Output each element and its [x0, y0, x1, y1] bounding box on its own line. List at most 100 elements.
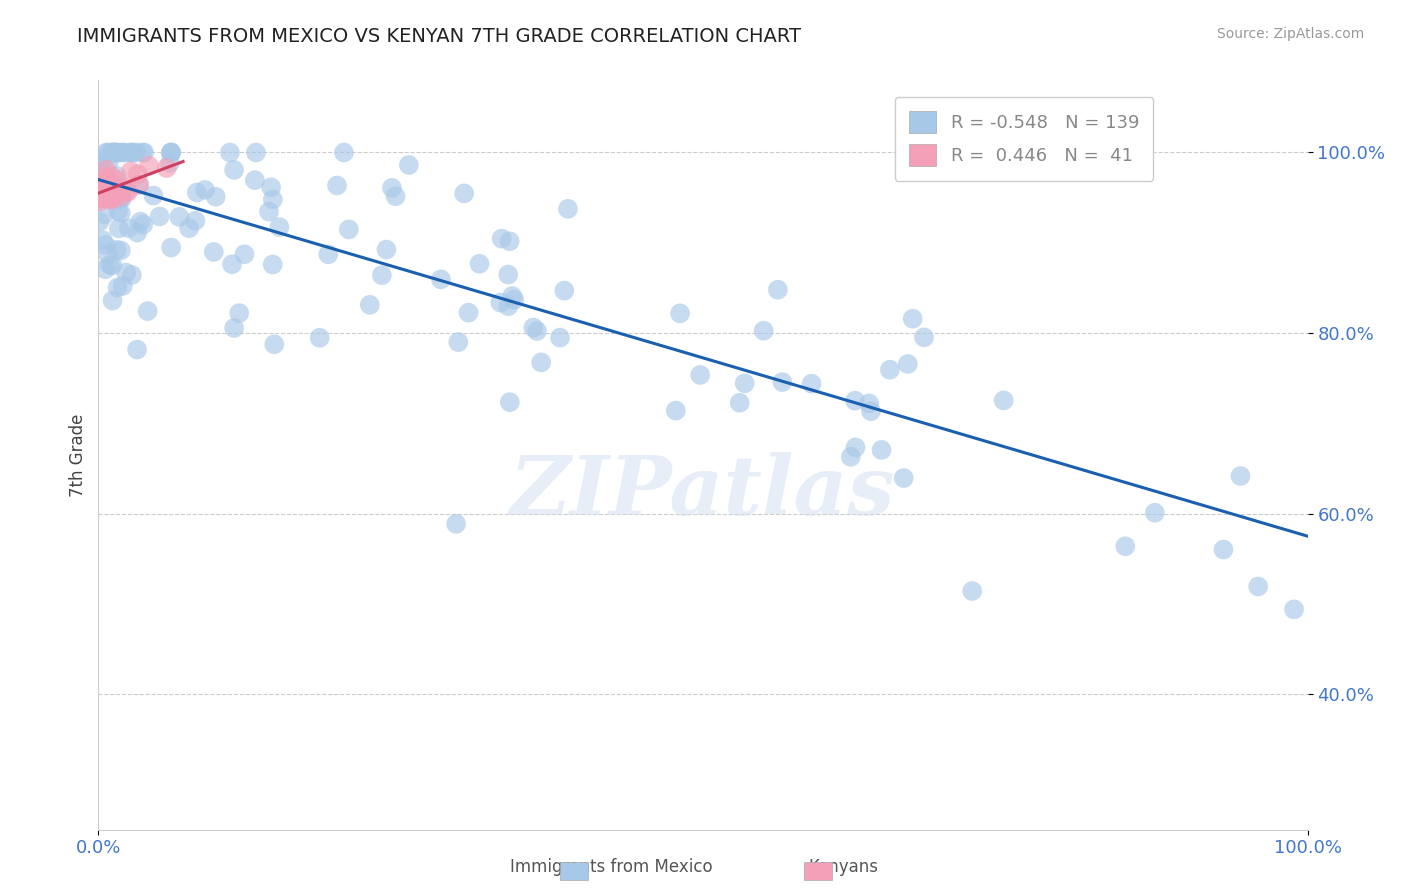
- Point: [121, 145, 143, 160]
- Point: [138, 159, 160, 173]
- Point: [839, 450, 862, 464]
- Point: [93, 188, 115, 202]
- Point: [97, 145, 120, 160]
- Point: [93, 207, 115, 221]
- Point: [89, 189, 111, 203]
- Point: [499, 395, 522, 409]
- Point: [105, 243, 128, 257]
- Point: [879, 362, 901, 376]
- Point: [1247, 579, 1270, 593]
- Point: [115, 184, 138, 198]
- Point: [444, 516, 467, 531]
- Point: [104, 145, 127, 160]
- Point: [766, 283, 789, 297]
- Point: [98, 190, 121, 204]
- Point: [100, 145, 122, 160]
- Point: [800, 376, 823, 391]
- Point: [263, 337, 285, 351]
- Point: [105, 186, 128, 201]
- Point: [381, 181, 404, 195]
- Point: [90, 183, 112, 197]
- Point: [117, 185, 139, 199]
- Point: [90, 180, 112, 194]
- Point: [548, 331, 571, 345]
- Point: [91, 181, 114, 195]
- Point: [94, 169, 117, 184]
- Point: [115, 266, 138, 280]
- Point: [127, 167, 149, 181]
- Point: [160, 240, 183, 254]
- Point: [233, 247, 256, 261]
- Point: [337, 222, 360, 236]
- Point: [453, 186, 475, 201]
- Point: [105, 145, 128, 160]
- Y-axis label: 7th Grade: 7th Grade: [69, 413, 87, 497]
- Point: [129, 214, 152, 228]
- Point: [110, 244, 132, 258]
- Point: [526, 324, 548, 338]
- Point: [136, 304, 159, 318]
- Point: [89, 214, 111, 228]
- Point: [752, 324, 775, 338]
- Point: [243, 173, 266, 187]
- Point: [501, 289, 523, 303]
- Point: [359, 298, 381, 312]
- Point: [669, 306, 692, 320]
- Point: [97, 155, 120, 169]
- Point: [142, 188, 165, 202]
- Point: [224, 321, 246, 335]
- Point: [111, 180, 134, 194]
- Point: [430, 272, 453, 286]
- Point: [97, 247, 120, 261]
- Point: [159, 156, 181, 170]
- Point: [245, 145, 267, 160]
- Point: [734, 376, 756, 391]
- Point: [371, 268, 394, 282]
- Point: [94, 262, 117, 277]
- Point: [111, 192, 134, 206]
- Point: [93, 182, 115, 196]
- Point: [1143, 506, 1166, 520]
- Point: [89, 184, 111, 198]
- Point: [522, 320, 544, 334]
- Point: [108, 145, 131, 160]
- Point: [100, 192, 122, 206]
- Point: [557, 202, 579, 216]
- Point: [90, 191, 112, 205]
- Point: [110, 206, 132, 220]
- Point: [118, 221, 141, 235]
- Point: [204, 190, 226, 204]
- Point: [94, 181, 117, 195]
- Point: [897, 357, 920, 371]
- Point: [375, 243, 398, 257]
- Point: [912, 330, 935, 344]
- Point: [128, 178, 150, 192]
- Point: [160, 145, 183, 160]
- Point: [91, 233, 114, 247]
- Point: [398, 158, 420, 172]
- Point: [111, 145, 134, 160]
- Point: [148, 210, 170, 224]
- Point: [120, 164, 142, 178]
- Point: [262, 193, 284, 207]
- Point: [260, 180, 283, 194]
- Point: [262, 258, 284, 272]
- Point: [103, 182, 125, 196]
- Point: [844, 441, 866, 455]
- Point: [89, 184, 111, 198]
- Point: [308, 331, 330, 345]
- Point: [219, 145, 242, 160]
- Point: [125, 145, 148, 160]
- Point: [94, 238, 117, 252]
- Point: [665, 403, 688, 417]
- Point: [112, 145, 135, 160]
- Point: [228, 306, 250, 320]
- Point: [89, 190, 111, 204]
- Text: Kenyans: Kenyans: [808, 858, 879, 876]
- Point: [132, 218, 155, 232]
- Point: [103, 185, 125, 199]
- Point: [91, 190, 114, 204]
- Point: [160, 145, 183, 160]
- Point: [121, 268, 143, 282]
- Point: [120, 145, 142, 160]
